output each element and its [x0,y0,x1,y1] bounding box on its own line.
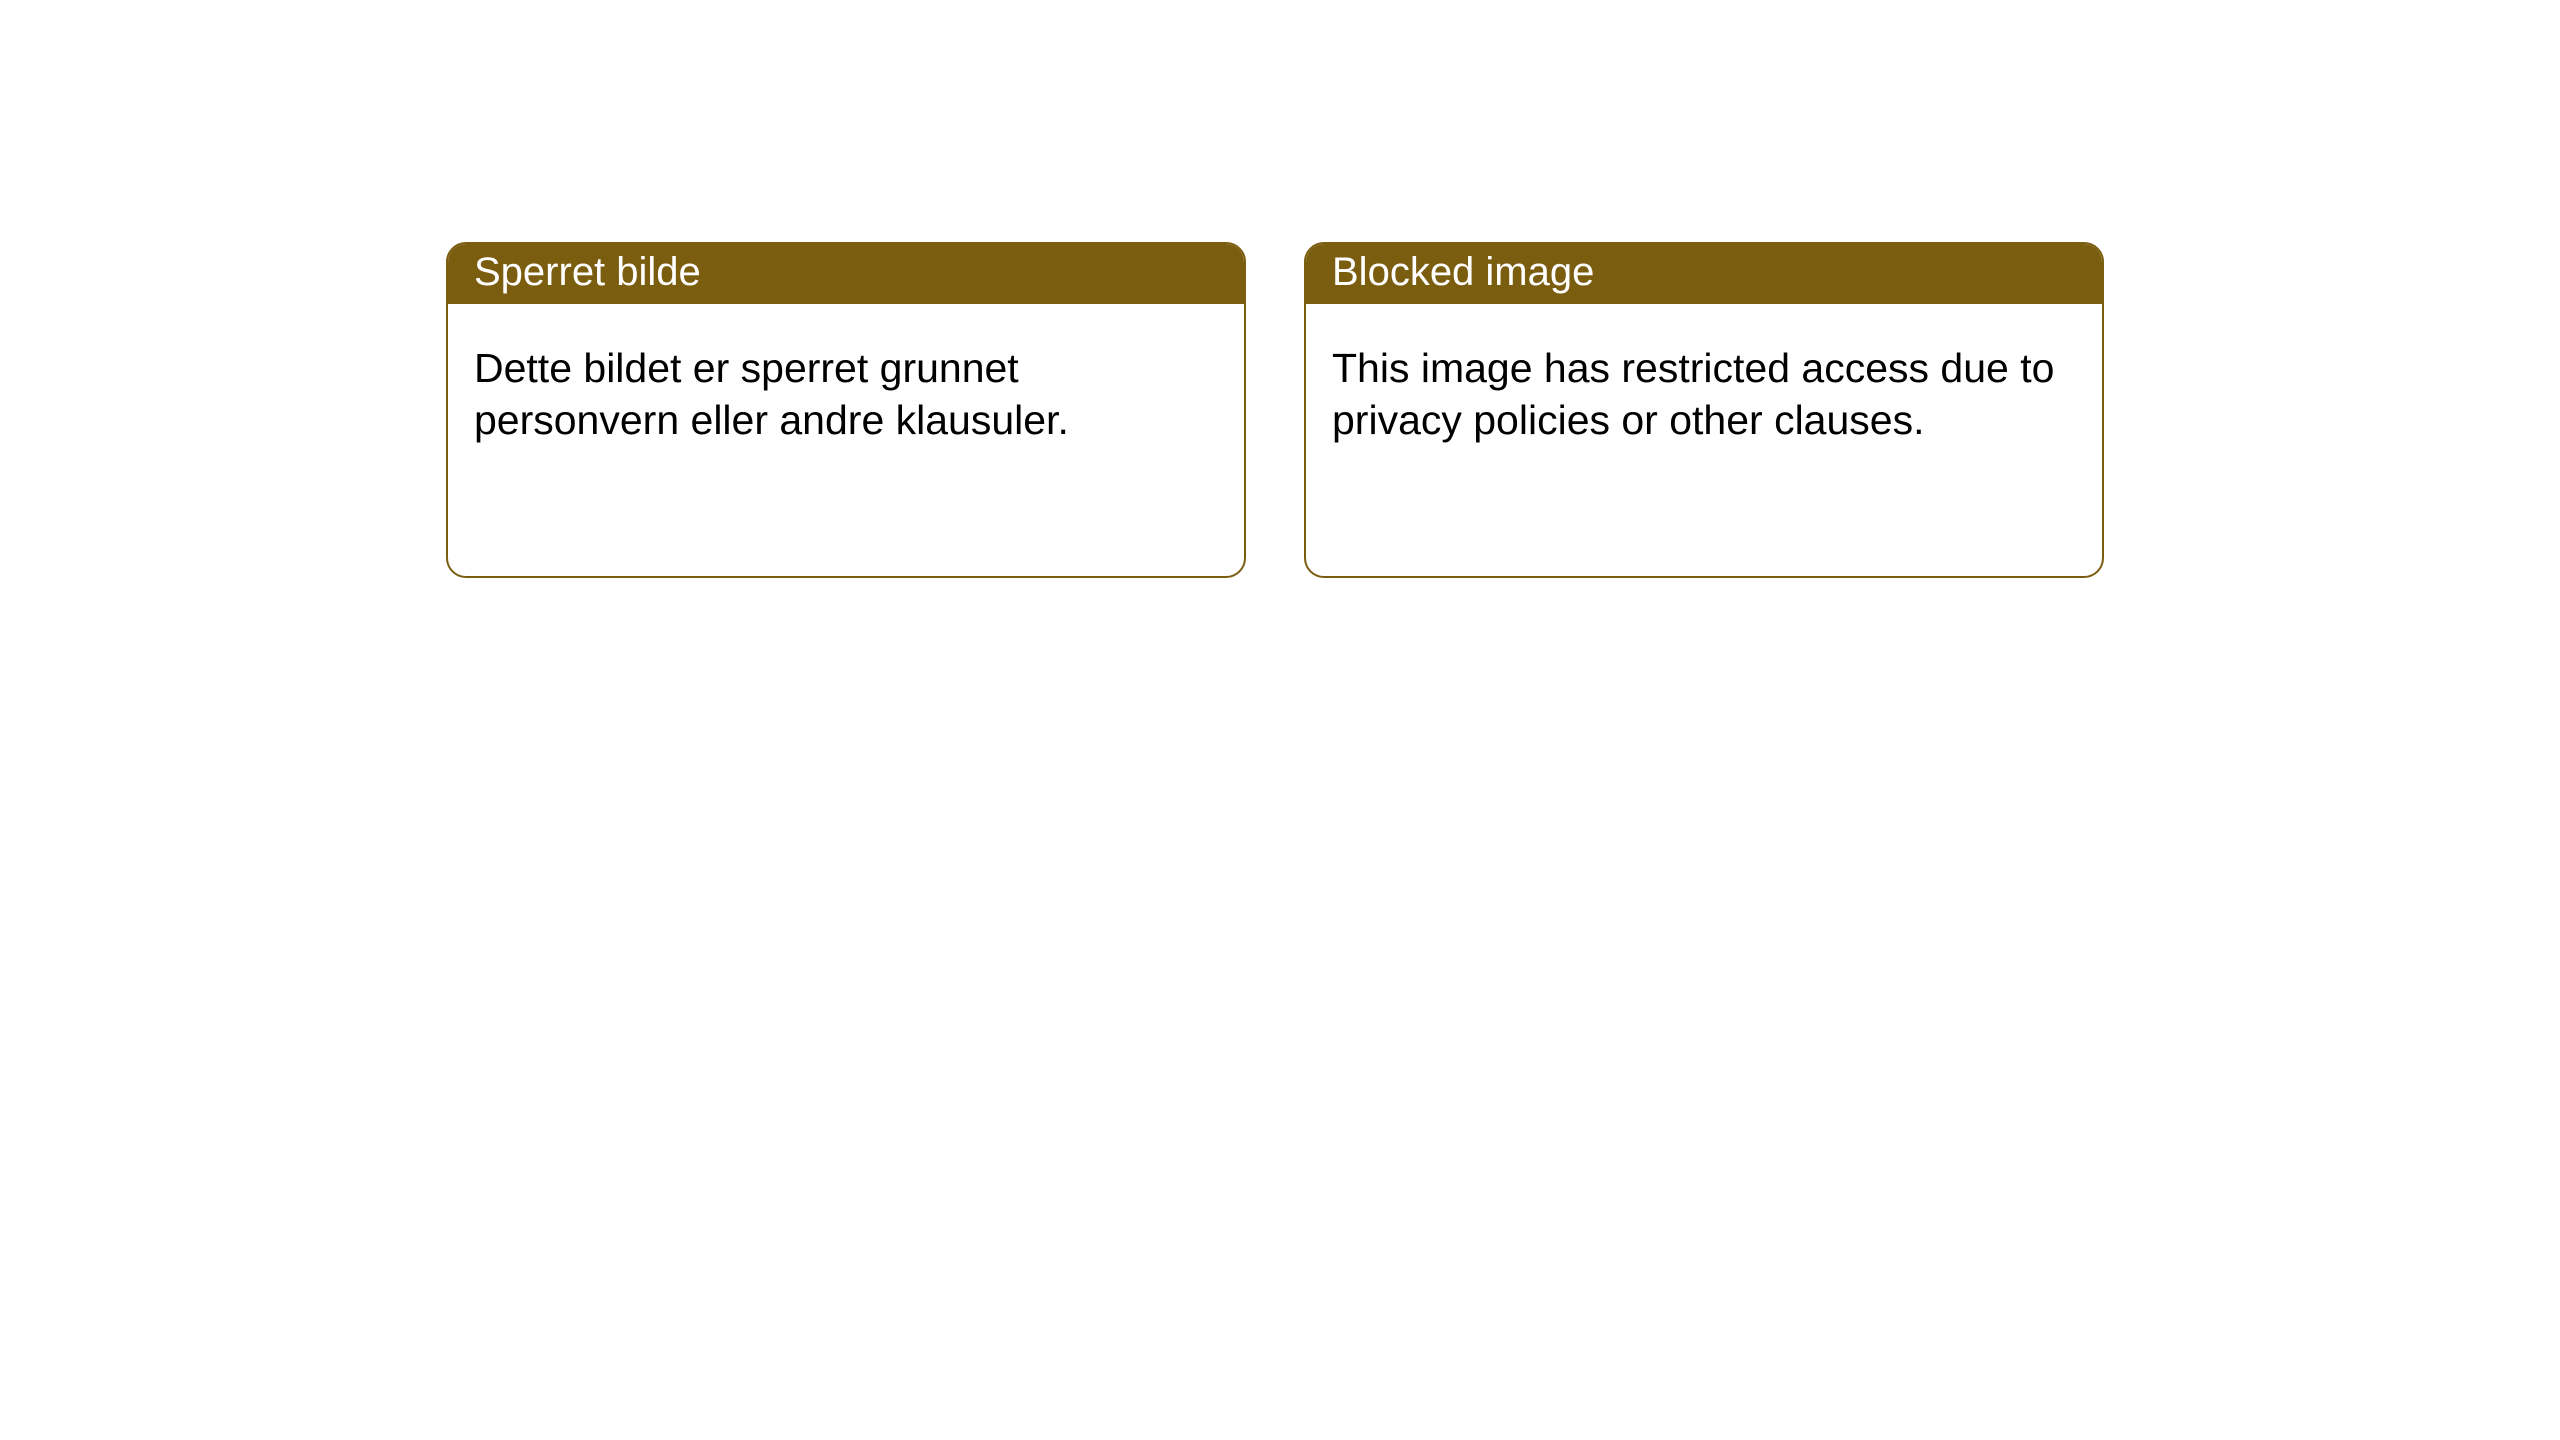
card-body: This image has restricted access due to … [1306,304,2102,485]
card-body: Dette bildet er sperret grunnet personve… [448,304,1244,485]
card-header: Sperret bilde [448,244,1244,304]
card-norwegian: Sperret bilde Dette bildet er sperret gr… [446,242,1246,578]
card-text: This image has restricted access due to … [1332,342,2076,447]
card-title: Blocked image [1332,250,1594,295]
card-english: Blocked image This image has restricted … [1304,242,2104,578]
blocked-image-cards: Sperret bilde Dette bildet er sperret gr… [446,242,2560,578]
card-text: Dette bildet er sperret grunnet personve… [474,342,1218,447]
card-header: Blocked image [1306,244,2102,304]
card-title: Sperret bilde [474,250,701,295]
